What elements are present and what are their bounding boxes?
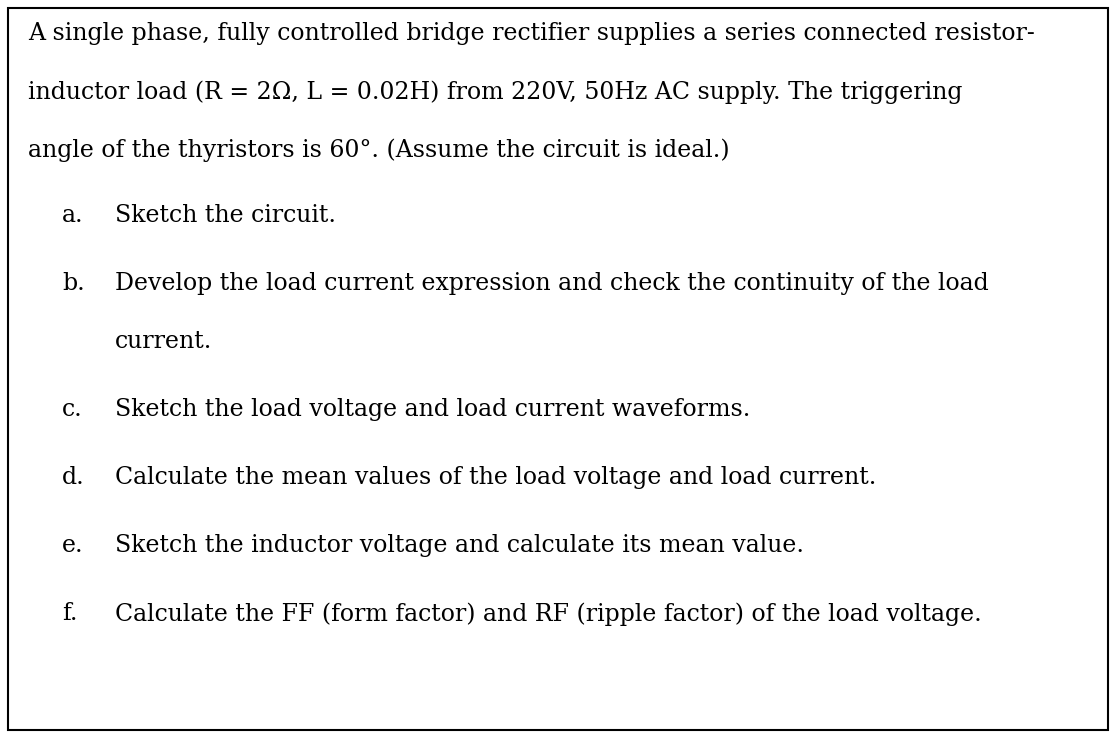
Text: f.: f.: [62, 602, 77, 625]
Text: b.: b.: [62, 272, 85, 295]
Text: Sketch the inductor voltage and calculate its mean value.: Sketch the inductor voltage and calculat…: [115, 534, 804, 557]
Text: A single phase, fully controlled bridge rectifier supplies a series connected re: A single phase, fully controlled bridge …: [28, 22, 1035, 45]
Text: inductor load (R = 2Ω, L = 0.02H) from 220V, 50Hz AC supply. The triggering: inductor load (R = 2Ω, L = 0.02H) from 2…: [28, 80, 962, 103]
Text: Calculate the mean values of the load voltage and load current.: Calculate the mean values of the load vo…: [115, 466, 876, 489]
Text: current.: current.: [115, 330, 212, 353]
Text: d.: d.: [62, 466, 85, 489]
Text: c.: c.: [62, 398, 83, 421]
Text: angle of the thyristors is 60°. (Assume the circuit is ideal.): angle of the thyristors is 60°. (Assume …: [28, 138, 730, 162]
Text: a.: a.: [62, 204, 84, 227]
Text: Calculate the FF (form factor) and RF (ripple factor) of the load voltage.: Calculate the FF (form factor) and RF (r…: [115, 602, 982, 626]
Text: Sketch the circuit.: Sketch the circuit.: [115, 204, 336, 227]
Text: Sketch the load voltage and load current waveforms.: Sketch the load voltage and load current…: [115, 398, 750, 421]
Text: e.: e.: [62, 534, 84, 557]
Text: Develop the load current expression and check the continuity of the load: Develop the load current expression and …: [115, 272, 989, 295]
